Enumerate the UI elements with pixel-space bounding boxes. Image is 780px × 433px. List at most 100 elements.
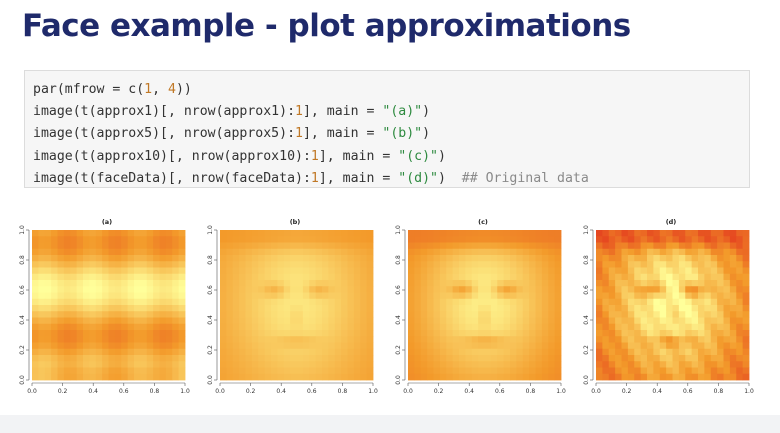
heatmap-cell <box>522 317 530 325</box>
heatmap-cell <box>414 248 422 256</box>
heatmap-cell <box>226 336 234 343</box>
heatmap-cell <box>554 373 562 381</box>
heatmap-cell <box>408 336 415 343</box>
heatmap-cell <box>596 348 603 356</box>
heatmap-cell <box>503 317 511 325</box>
heatmap-cell <box>627 323 635 331</box>
heatmap-cell <box>290 323 297 331</box>
heatmap-cell <box>296 317 304 325</box>
heatmap-cell <box>414 355 422 362</box>
heatmap-cell <box>32 342 39 350</box>
heatmap-cell <box>446 248 454 256</box>
heatmap-cell <box>70 298 78 306</box>
heatmap-cell <box>70 292 78 300</box>
heatmap-cell <box>277 261 285 268</box>
heatmap-cell <box>602 248 610 256</box>
heatmap-cell <box>414 342 422 350</box>
heatmap-cell <box>366 317 374 325</box>
heatmap-cell <box>309 348 317 356</box>
heatmap-cell <box>277 361 285 368</box>
heatmap-cell <box>446 273 454 281</box>
heatmap-cell <box>146 336 154 343</box>
heatmap-cell <box>529 342 536 350</box>
heatmap-cell <box>459 330 466 337</box>
heatmap-cell <box>315 255 323 262</box>
heatmap-cell <box>602 311 610 318</box>
heatmap-cell <box>478 280 485 287</box>
heatmap-cell <box>95 323 103 331</box>
heatmap-cell <box>672 348 680 356</box>
heatmap-cell <box>615 286 622 293</box>
heatmap-cell <box>685 242 693 250</box>
heatmap-cell <box>341 286 348 293</box>
heatmap-cell <box>245 230 253 237</box>
heatmap-cell <box>723 348 731 356</box>
heatmap-cell <box>315 330 323 337</box>
heatmap-cell <box>178 336 186 343</box>
heatmap-cell <box>478 323 485 331</box>
heatmap-cell <box>83 342 90 350</box>
heatmap-cell <box>729 317 737 325</box>
heatmap-cell <box>408 361 415 368</box>
heatmap-cell <box>127 280 135 287</box>
heatmap-cell <box>736 236 744 243</box>
heatmap-cell <box>172 261 180 268</box>
heatmap-cell <box>360 280 368 287</box>
heatmap-cell <box>309 305 317 312</box>
heatmap-cell <box>226 355 234 362</box>
heatmap-cell <box>490 230 498 237</box>
heatmap-cell <box>522 292 530 300</box>
heatmap-cell <box>541 242 549 250</box>
x-tick-label: 1.0 <box>368 388 378 395</box>
heatmap-cell <box>427 336 434 343</box>
heatmap-cell <box>328 236 336 243</box>
heatmap-cell <box>153 311 160 318</box>
heatmap-cell <box>698 255 705 262</box>
x-tick-label: 0.2 <box>246 388 256 395</box>
heatmap-cell <box>239 323 246 331</box>
heatmap-cell <box>596 317 603 325</box>
heatmap-cell <box>251 242 259 250</box>
heatmap-cell <box>353 305 361 312</box>
heatmap-cell <box>296 298 304 306</box>
heatmap-cell <box>146 317 154 325</box>
heatmap-cell <box>672 255 680 262</box>
heatmap-cell <box>309 361 317 368</box>
heatmap-cell <box>302 311 310 318</box>
heatmap-cell <box>446 242 454 250</box>
heatmap-cell <box>283 323 291 331</box>
heatmap-cell <box>159 267 167 275</box>
heatmap-cell <box>334 298 342 306</box>
heatmap-cell <box>529 292 536 300</box>
x-tick-label: 1.0 <box>556 388 566 395</box>
heatmap-cell <box>95 355 103 362</box>
heatmap-cell <box>615 367 622 375</box>
heatmap-cell <box>478 242 485 250</box>
heatmap-cell <box>239 261 246 268</box>
heatmap-cell <box>89 242 97 250</box>
heatmap-cell <box>366 242 374 250</box>
x-tick-label: 0.4 <box>276 388 286 395</box>
heatmap-cell <box>264 317 272 325</box>
heatmap-cell <box>672 280 680 287</box>
heatmap-cell <box>729 292 737 300</box>
heatmap-cell <box>44 305 52 312</box>
heatmap-cell <box>742 248 750 256</box>
code-token: ], main = <box>318 148 399 164</box>
heatmap-cell <box>296 311 304 318</box>
heatmap-cell <box>366 255 374 262</box>
heatmap-cell <box>341 367 348 375</box>
heatmap-cell <box>63 361 71 368</box>
heatmap-cell <box>478 342 485 350</box>
heatmap-cell <box>76 261 84 268</box>
heatmap-cell <box>271 236 278 243</box>
heatmap-cell <box>245 336 253 343</box>
heatmap-cell <box>484 292 492 300</box>
heatmap-cell <box>640 373 648 381</box>
heatmap-cell <box>220 298 227 306</box>
heatmap-cell <box>159 230 167 237</box>
heatmap-cell <box>672 330 680 337</box>
heatmap-cell <box>63 311 71 318</box>
heatmap-cell <box>653 267 661 275</box>
heatmap-cell <box>226 286 234 293</box>
